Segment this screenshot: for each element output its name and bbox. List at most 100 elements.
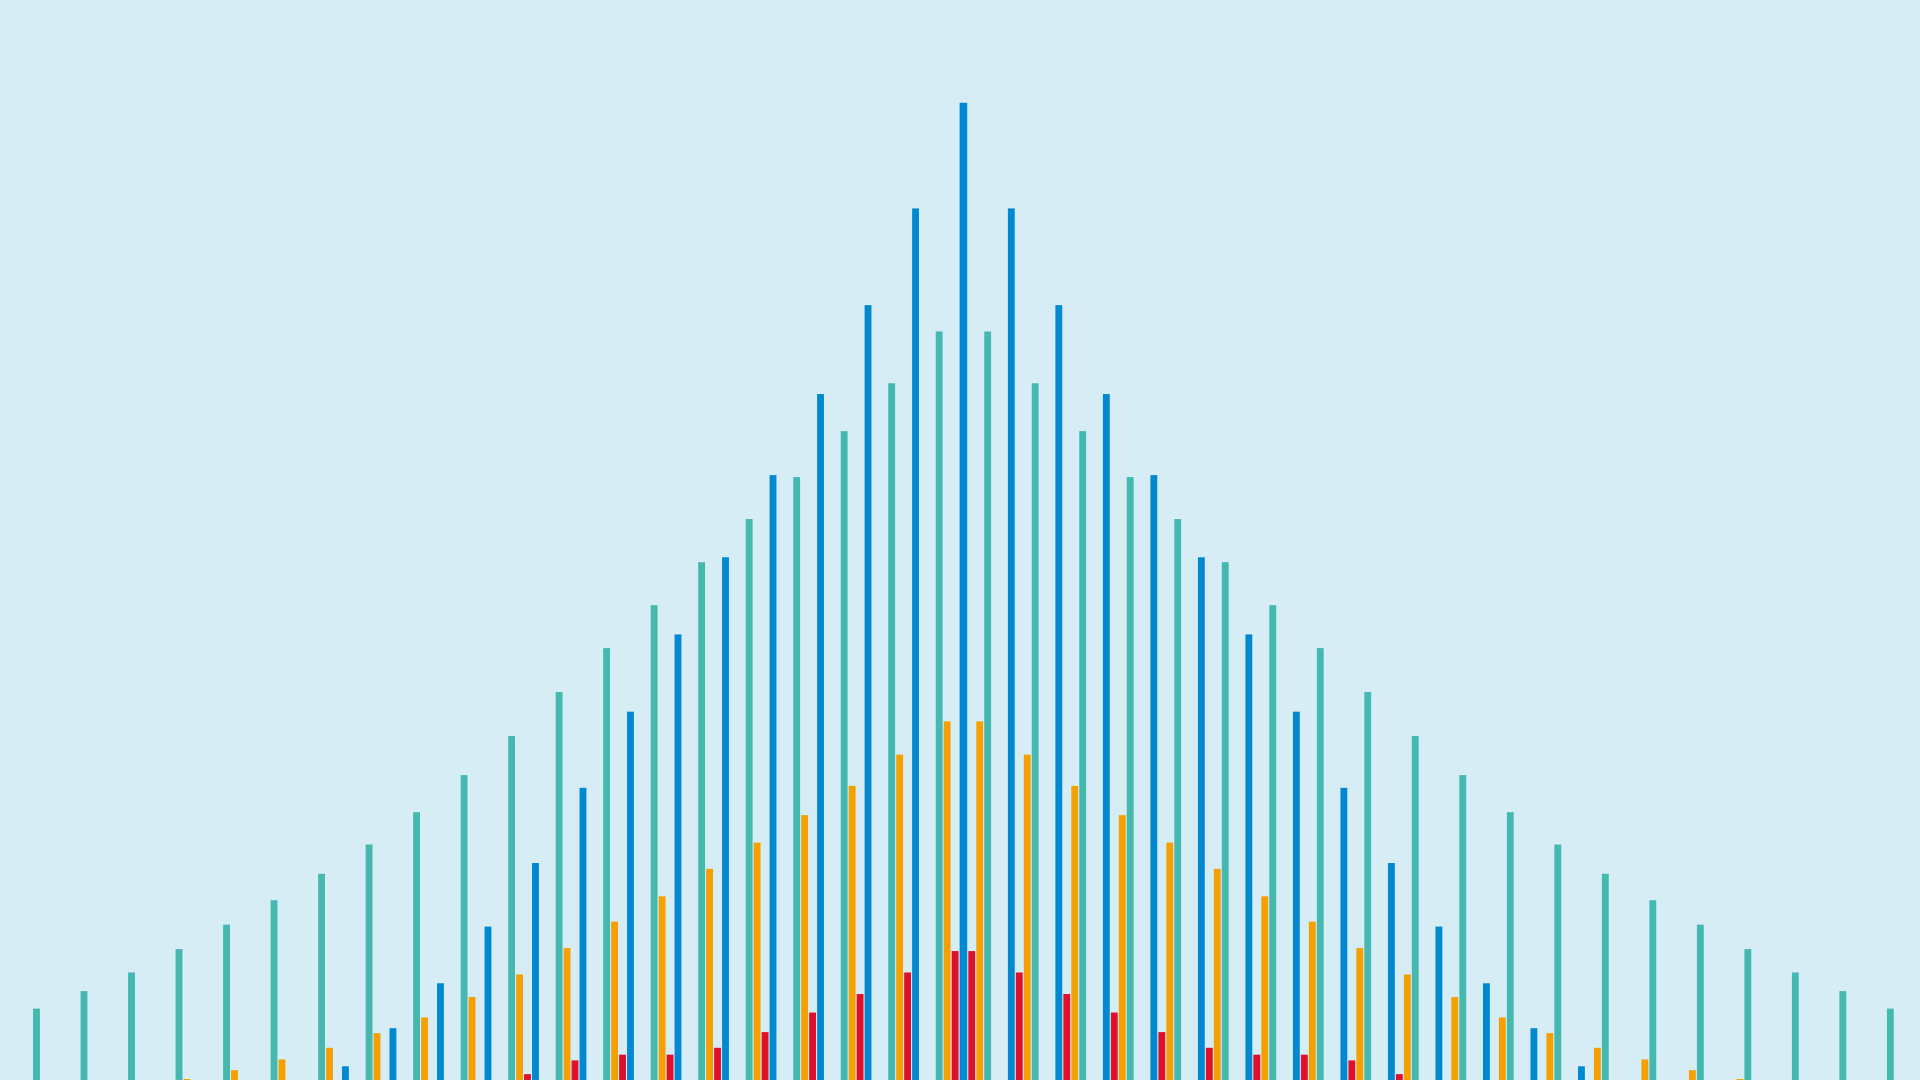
bar-series-1-group-15 (753, 842, 761, 1080)
bar-series-1-group-24 (1166, 842, 1174, 1080)
bar-series-1-group-8 (421, 1017, 428, 1080)
bar-series-3-group-9 (484, 926, 492, 1080)
bar-series-0-group-20 (984, 331, 992, 1080)
bar-series-3-group-33 (1578, 1066, 1585, 1080)
bar-series-1-group-13 (658, 896, 666, 1080)
bar-series-2-group-14 (714, 1047, 721, 1080)
bar-series-1-group-28 (1356, 948, 1364, 1080)
bar-series-1-group-29 (1403, 974, 1411, 1080)
bar-series-3-group-22 (1055, 305, 1063, 1080)
bar-series-3-group-29 (1387, 863, 1395, 1080)
bar-series-0-group-24 (1174, 519, 1182, 1080)
bar-series-0-group-2 (128, 972, 135, 1080)
bar-series-1-group-7 (373, 1033, 381, 1080)
bar-series-2-group-20 (968, 951, 976, 1080)
bar-series-1-group-30 (1451, 996, 1459, 1080)
bar-series-2-group-19 (951, 951, 959, 1080)
bar-series-0-group-38 (1839, 991, 1847, 1080)
bar-series-3-group-25 (1197, 557, 1205, 1080)
bar-series-3-group-24 (1150, 475, 1158, 1080)
bar-series-1-group-33 (1593, 1047, 1601, 1080)
bar-series-1-group-18 (896, 754, 904, 1080)
bar-series-0-group-1 (80, 991, 88, 1080)
bar-series-1-group-31 (1498, 1017, 1506, 1080)
bar-series-0-group-27 (1316, 648, 1324, 1080)
bar-series-0-group-3 (175, 949, 183, 1080)
bar-series-1-group-14 (706, 868, 714, 1080)
bar-series-1-group-32 (1546, 1033, 1554, 1080)
bar-series-0-group-11 (555, 692, 563, 1080)
bar-series-0-group-0 (33, 1008, 40, 1080)
bar-series-3-group-30 (1435, 926, 1443, 1080)
bars-layer (33, 102, 1894, 1080)
bar-series-2-group-17 (856, 994, 864, 1080)
bar-series-0-group-31 (1506, 812, 1514, 1080)
bar-series-0-group-7 (365, 844, 373, 1080)
bar-series-0-group-10 (508, 736, 516, 1080)
bar-series-1-group-34 (1641, 1059, 1649, 1080)
bar-series-3-group-6 (342, 1066, 349, 1080)
bar-series-0-group-30 (1459, 775, 1467, 1080)
bar-series-0-group-6 (318, 873, 325, 1080)
bar-series-3-group-7 (389, 1028, 397, 1080)
bar-series-0-group-14 (698, 562, 706, 1080)
bar-series-2-group-12 (619, 1054, 626, 1080)
bar-series-2-group-25 (1205, 1047, 1213, 1080)
bar-series-3-group-15 (769, 475, 777, 1080)
bar-series-2-group-18 (904, 972, 912, 1080)
bar-series-3-group-32 (1530, 1028, 1538, 1080)
bar-series-3-group-31 (1482, 983, 1490, 1080)
bar-series-3-group-26 (1245, 634, 1253, 1080)
bar-series-1-group-17 (848, 785, 856, 1080)
bar-series-0-group-28 (1364, 692, 1372, 1080)
bar-series-2-group-15 (761, 1032, 769, 1080)
bar-series-3-group-18 (912, 208, 919, 1080)
bar-series-0-group-19 (935, 331, 943, 1080)
bar-series-1-group-21 (1023, 754, 1031, 1080)
bar-series-0-group-21 (1031, 383, 1039, 1080)
bar-series-0-group-4 (223, 924, 230, 1080)
bar-series-0-group-35 (1696, 924, 1704, 1080)
bar-series-3-group-13 (674, 634, 682, 1080)
bar-series-1-group-10 (516, 974, 523, 1080)
bar-series-0-group-34 (1649, 900, 1657, 1080)
bar-series-0-group-16 (793, 477, 801, 1080)
bar-series-1-group-11 (563, 948, 571, 1080)
bar-series-2-group-23 (1110, 1012, 1118, 1080)
bar-series-1-group-26 (1261, 896, 1269, 1080)
bar-series-1-group-5 (278, 1059, 286, 1080)
bar-series-3-group-14 (722, 557, 729, 1080)
bar-series-0-group-17 (840, 431, 848, 1080)
bar-series-0-group-5 (270, 900, 278, 1080)
bar-series-0-group-13 (650, 605, 658, 1080)
bar-series-3-group-21 (1007, 208, 1015, 1080)
bar-series-3-group-17 (864, 305, 872, 1080)
bar-series-0-group-9 (460, 775, 468, 1080)
bar-series-2-group-29 (1395, 1074, 1403, 1080)
bar-series-3-group-23 (1102, 394, 1110, 1080)
bar-series-0-group-22 (1079, 431, 1087, 1080)
bar-series-1-group-16 (801, 815, 809, 1080)
bar-series-0-group-39 (1886, 1008, 1894, 1080)
bar-series-2-group-26 (1253, 1054, 1261, 1080)
bar-series-0-group-29 (1411, 736, 1419, 1080)
bar-series-2-group-11 (571, 1060, 579, 1080)
bar-series-3-group-12 (627, 711, 634, 1080)
bar-series-2-group-13 (666, 1054, 674, 1080)
bar-series-2-group-16 (809, 1012, 816, 1080)
bar-series-2-group-21 (1015, 972, 1023, 1080)
bar-series-1-group-25 (1213, 868, 1221, 1080)
bar-series-3-group-27 (1292, 711, 1300, 1080)
bar-series-0-group-32 (1554, 844, 1562, 1080)
bar-series-1-group-4 (231, 1070, 238, 1080)
bar-series-1-group-20 (976, 721, 984, 1080)
bar-series-1-group-35 (1688, 1070, 1696, 1080)
bar-series-3-group-28 (1340, 787, 1348, 1080)
bar-series-0-group-23 (1126, 477, 1134, 1080)
bar-series-2-group-22 (1063, 994, 1071, 1080)
bar-series-1-group-22 (1071, 785, 1079, 1080)
bar-series-0-group-12 (603, 648, 611, 1080)
bar-series-0-group-33 (1601, 873, 1609, 1080)
bar-series-2-group-24 (1158, 1032, 1166, 1080)
